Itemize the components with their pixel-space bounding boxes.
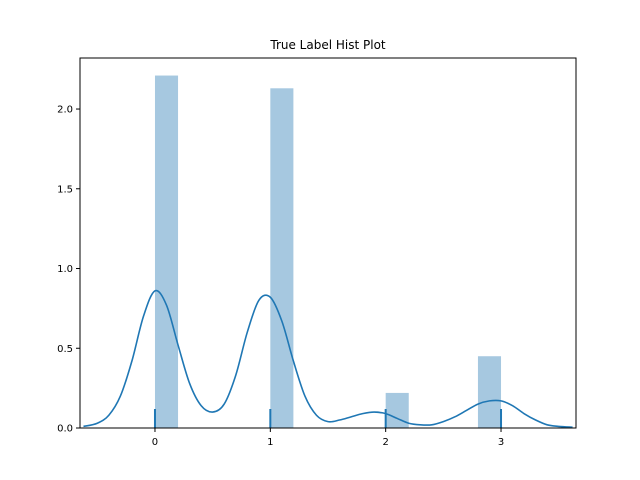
- axes-group: 0 1 2 3 0.0 0.5 1.0 1.5 2.0: [57, 57, 577, 448]
- y-tick-label-3: 1.5: [57, 184, 73, 195]
- hist-bar-2: [385, 392, 409, 428]
- y-tick-label-4: 2.0: [57, 105, 73, 116]
- hist-bar-0: [154, 75, 179, 429]
- y-tick-label-1: 0.5: [57, 344, 73, 355]
- x-tick-label-3: 3: [498, 437, 504, 448]
- y-tick-label-2: 1.0: [57, 264, 73, 275]
- x-tick-label-2: 2: [382, 437, 388, 448]
- chart-title: True Label Hist Plot: [269, 38, 386, 52]
- x-tick-label-1: 1: [267, 437, 273, 448]
- hist-bar-3: [477, 356, 502, 428]
- plot-frame: [79, 57, 577, 429]
- kde-line: [83, 289, 573, 429]
- hist-bar-1: [270, 88, 294, 428]
- rug-group: [153, 409, 503, 428]
- x-tick-label-0: 0: [152, 437, 158, 448]
- kde-group: [83, 289, 573, 429]
- y-tick-label-0: 0.0: [57, 424, 73, 435]
